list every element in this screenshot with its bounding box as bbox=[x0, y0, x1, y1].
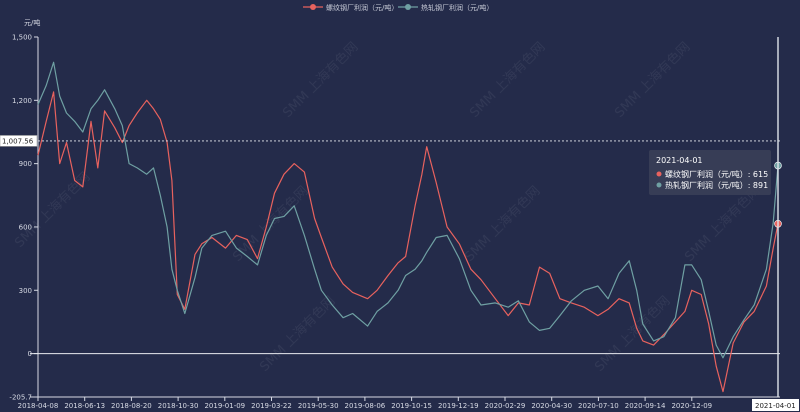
tooltip-marker-rebar bbox=[656, 171, 662, 177]
x-tick-label: 2020-04-30 bbox=[531, 402, 572, 410]
legend-marker-hotrolled bbox=[405, 4, 411, 10]
x-tick-label: 2018-10-30 bbox=[158, 402, 199, 410]
x-tick-label: 2018-08-20 bbox=[111, 402, 152, 410]
tooltip-row-rebar: 螺纹钢厂利润（元/吨）: 615 bbox=[665, 169, 768, 179]
y-tick-label: 0 bbox=[28, 350, 32, 358]
reference-label-box bbox=[0, 135, 38, 147]
x-tick-label: 2019-03-22 bbox=[251, 402, 292, 410]
tooltip-row-hotrolled: 热轧钢厂利润（元/吨）: 891 bbox=[665, 180, 768, 190]
y-tick-label: -205.7 bbox=[9, 394, 32, 402]
tooltip: 2021-04-01 螺纹钢厂利润（元/吨）: 615 热轧钢厂利润（元/吨）:… bbox=[649, 150, 771, 195]
legend-item-hotrolled[interactable]: 热轧钢厂利润（元/吨） bbox=[398, 3, 493, 12]
series-layer bbox=[37, 61, 782, 393]
legend-item-rebar[interactable]: 螺纹钢厂利润（元/吨） bbox=[303, 3, 398, 12]
x-tick-label: 2019-01-09 bbox=[204, 402, 245, 410]
x-tick-label: 2018-06-13 bbox=[64, 402, 105, 410]
legend-label-hotrolled: 热轧钢厂利润（元/吨） bbox=[421, 3, 493, 12]
x-end-label-group: 2021-04-01 bbox=[752, 399, 799, 411]
x-tick-label: 2020-09-14 bbox=[625, 402, 666, 410]
reference-line-group: 1,007.56 bbox=[0, 135, 780, 147]
x-tick-label: 2019-08-06 bbox=[345, 402, 386, 410]
y-tick-label: 1,500 bbox=[12, 34, 32, 42]
legend-label-rebar: 螺纹钢厂利润（元/吨） bbox=[326, 3, 398, 12]
x-tick-label: 2019-10-15 bbox=[391, 402, 432, 410]
legend-marker-rebar bbox=[310, 4, 316, 10]
y-tick-label: 600 bbox=[19, 223, 32, 231]
x-tick-label: 2018-04-08 bbox=[18, 402, 59, 410]
x-axis: 2018-04-08 2018-06-13 2018-08-20 2018-10-30… bbox=[18, 396, 780, 410]
x-tick-label: 2019-05-30 bbox=[298, 402, 339, 410]
x-tick-label: 2019-12-19 bbox=[438, 402, 479, 410]
x-end-label: 2021-04-01 bbox=[755, 402, 796, 410]
tooltip-box bbox=[649, 150, 771, 195]
series-line-hotrolled bbox=[37, 61, 779, 359]
tooltip-date: 2021-04-01 bbox=[656, 156, 703, 165]
legend: 螺纹钢厂利润（元/吨） 热轧钢厂利润（元/吨） bbox=[303, 3, 493, 12]
y-axis-unit: 元/吨 bbox=[24, 18, 40, 27]
x-tick-label: 2020-12-09 bbox=[671, 402, 712, 410]
x-tick-label: 2020-07-10 bbox=[578, 402, 619, 410]
x-tick-label: 2020-02-29 bbox=[485, 402, 526, 410]
y-tick-label: 900 bbox=[19, 160, 32, 168]
x-end-label-box bbox=[752, 399, 799, 411]
tooltip-marker-hotrolled bbox=[656, 182, 662, 188]
y-tick-label: 1,200 bbox=[12, 97, 32, 105]
reference-label: 1,007.56 bbox=[2, 137, 34, 145]
y-tick-label: 300 bbox=[19, 287, 32, 295]
